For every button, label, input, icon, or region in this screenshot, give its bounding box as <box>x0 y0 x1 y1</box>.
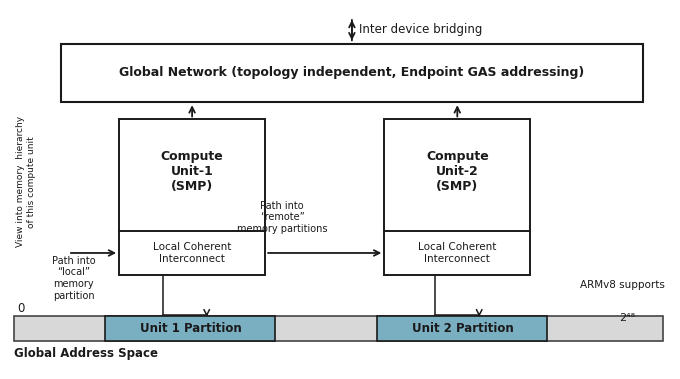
Text: View into memory  hierarchy
of this compute unit: View into memory hierarchy of this compu… <box>16 116 35 247</box>
Text: ARMv8 supports: ARMv8 supports <box>581 280 665 290</box>
Text: 2⁴⁸: 2⁴⁸ <box>619 313 635 323</box>
Text: Compute
Unit-2
(SMP): Compute Unit-2 (SMP) <box>426 150 489 193</box>
Text: Global Network (topology independent, Endpoint GAS addressing): Global Network (topology independent, En… <box>119 66 585 80</box>
Text: Unit 1 Partition: Unit 1 Partition <box>139 322 241 335</box>
FancyBboxPatch shape <box>119 119 265 275</box>
FancyBboxPatch shape <box>377 316 547 341</box>
Text: Local Coherent
Interconnect: Local Coherent Interconnect <box>153 242 231 264</box>
FancyBboxPatch shape <box>384 119 530 275</box>
Text: Local Coherent
Interconnect: Local Coherent Interconnect <box>418 242 496 264</box>
FancyBboxPatch shape <box>14 316 663 341</box>
Text: Path into
“remote”
memory partitions: Path into “remote” memory partitions <box>237 201 328 234</box>
FancyBboxPatch shape <box>105 316 275 341</box>
Text: Path into
“local”
memory
partition: Path into “local” memory partition <box>52 256 95 301</box>
Text: Compute
Unit-1
(SMP): Compute Unit-1 (SMP) <box>160 150 224 193</box>
Text: Global Address Space: Global Address Space <box>14 347 158 360</box>
Text: Unit 2 Partition: Unit 2 Partition <box>411 322 513 335</box>
Text: 0: 0 <box>17 302 24 315</box>
FancyBboxPatch shape <box>61 44 643 102</box>
Text: Inter device bridging: Inter device bridging <box>359 23 482 36</box>
